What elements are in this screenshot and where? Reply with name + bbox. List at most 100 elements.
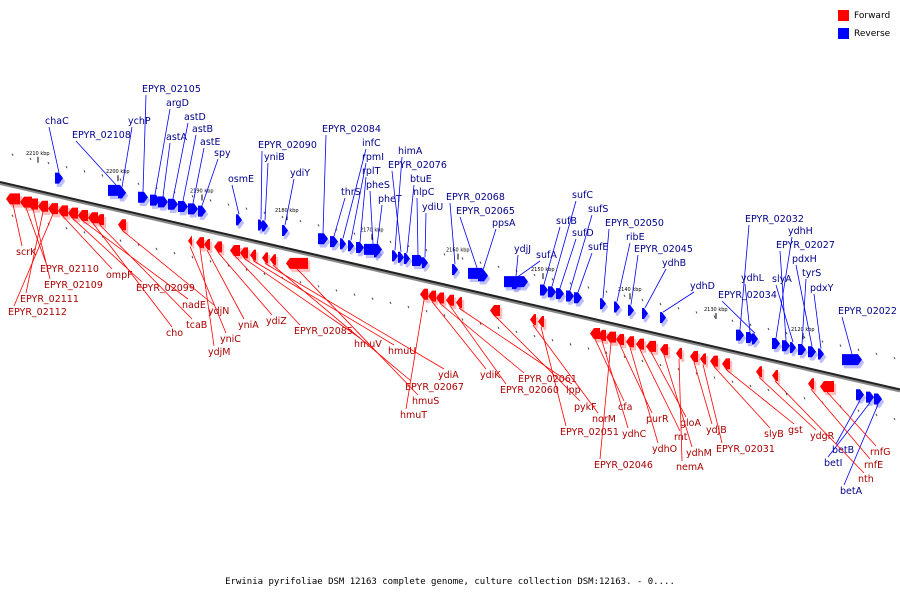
gene-EPYR_02109: [28, 198, 38, 210]
gene-nth: [772, 369, 778, 381]
scale-tick-label: 2200 kbp: [106, 169, 130, 175]
minor-tick: [299, 219, 302, 223]
minor-tick: [443, 253, 446, 256]
leader-slyA: [775, 284, 794, 343]
genome-backbone: [0, 181, 900, 391]
gene-rnfE: [808, 378, 814, 390]
leader-scrK: [12, 204, 23, 247]
gene-ydjN: [118, 219, 126, 231]
gene-pheT: [374, 246, 380, 258]
leader-EPYR_02051: [540, 326, 567, 427]
minor-tick: [263, 272, 266, 276]
gene-yniC: [188, 235, 192, 247]
minor-tick: [713, 376, 716, 379]
gene-ydiU: [422, 257, 428, 269]
scale-tick-label: 2160 kbp: [446, 248, 470, 254]
minor-tick: [191, 256, 194, 259]
leader-ydiU: [424, 212, 427, 258]
label-ydhM: ydhM: [686, 448, 712, 459]
label-EPYR_02034: EPYR_02034: [718, 290, 777, 301]
gene-himA: [392, 250, 398, 262]
scale-tick-label: 2170 kbp: [360, 228, 384, 234]
label-hmuU: hmuU: [388, 346, 416, 357]
label-slyB: slyB: [764, 429, 784, 440]
gene-astB: [178, 201, 188, 213]
label-pykF: pykF: [574, 402, 597, 413]
label-EPYR_02050: EPYR_02050: [605, 218, 664, 229]
scale-tick-label: 2150 kbp: [531, 267, 555, 273]
minor-tick: [497, 326, 500, 330]
gene-slyB: [710, 355, 718, 367]
label-EPYR_02046: EPYR_02046: [594, 460, 653, 471]
minor-tick: [263, 211, 266, 215]
gene-slyA: [790, 342, 796, 354]
label-ydiA: ydiA: [438, 370, 459, 381]
label-rnfE: rnfE: [864, 460, 883, 471]
minor-tick: [893, 417, 896, 421]
minor-tick: [605, 351, 608, 354]
gene-yniA: [204, 239, 210, 251]
minor-tick: [713, 315, 716, 318]
label-EPYR_02112: EPYR_02112: [8, 307, 67, 318]
leader-pykF: [494, 315, 581, 402]
minor-tick: [299, 280, 302, 284]
gene-btuE: [404, 253, 410, 265]
minor-tick: [677, 307, 680, 310]
leader-sufC: [551, 200, 577, 287]
forward-swatch: [838, 10, 849, 21]
leader-argD: [154, 108, 171, 195]
gene-ydjM: [196, 237, 204, 249]
gene-rpmI: [348, 240, 354, 252]
minor-tick: [173, 251, 176, 255]
label-EPYR_02099: EPYR_02099: [136, 283, 195, 294]
leader-infC: [342, 148, 367, 239]
label-cfa: cfa: [618, 402, 632, 413]
minor-tick: [731, 319, 734, 322]
leader-ydiY: [284, 178, 295, 226]
leader-hmuV: [243, 257, 361, 339]
leader-betI: [827, 402, 871, 458]
leader-EPYR_02109: [32, 209, 51, 280]
gene-infC: [340, 238, 346, 250]
label-hmuV: hmuV: [354, 339, 382, 350]
gene-astE: [188, 203, 198, 215]
minor-tick: [821, 340, 824, 343]
label-himA: himA: [398, 146, 423, 157]
minor-tick: [857, 409, 860, 412]
minor-tick: [767, 388, 770, 392]
minor-tick: [119, 239, 122, 242]
gene-sufB: [540, 284, 548, 296]
minor-tick: [695, 372, 698, 375]
scale-tick-label: 2140 kbp: [618, 287, 642, 293]
label-EPYR_02068: EPYR_02068: [446, 192, 505, 203]
gene-ydiA: [262, 252, 268, 264]
label-ydhC: ydhC: [622, 429, 647, 440]
minor-tick: [659, 363, 662, 367]
gene-purR: [616, 333, 624, 345]
minor-tick: [47, 161, 50, 165]
minor-tick: [209, 199, 212, 202]
leader-EPYR_02046: [599, 342, 612, 460]
label-pdxH: pdxH: [792, 254, 817, 265]
scale-tick-label: 2180 kbp: [275, 208, 299, 214]
leader-astE: [192, 147, 205, 204]
scale-tick-label: 2190 kbp: [190, 189, 214, 195]
label-thrS: thrS: [341, 187, 361, 198]
label-nth: nth: [858, 474, 874, 485]
label-betA: betA: [840, 486, 863, 497]
minor-tick: [245, 207, 248, 210]
label-argD: argD: [166, 98, 189, 109]
gene-EPYR_02090: [258, 219, 264, 231]
gene-EPYR_02060: [446, 294, 454, 306]
minor-tick: [11, 153, 14, 156]
minor-tick: [83, 231, 86, 234]
label-slyA: slyA: [772, 274, 792, 285]
label-sufE: sufE: [588, 242, 608, 253]
label-infC: infC: [362, 138, 381, 149]
label-gloA: gloA: [680, 418, 701, 429]
gene-ompF: [58, 205, 68, 217]
leader-rnfG: [826, 391, 877, 447]
label-sufD: sufD: [572, 228, 594, 239]
minor-tick: [749, 323, 752, 327]
gene-norM: [530, 314, 536, 326]
